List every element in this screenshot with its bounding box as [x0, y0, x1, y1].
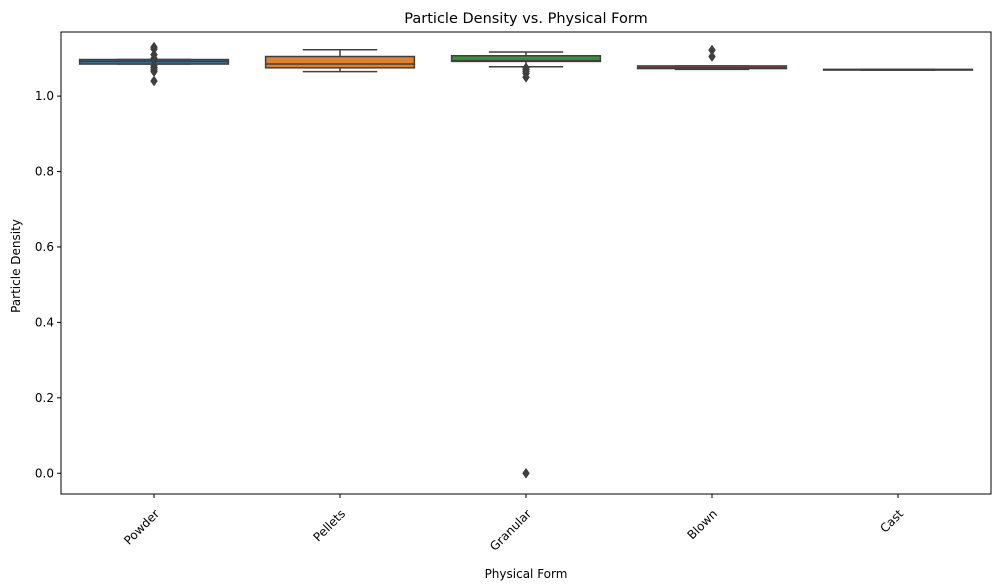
plot-frame — [60, 31, 992, 495]
box-powder — [78, 41, 230, 87]
x-axis: Powder Pellets Granular Blown Cast — [121, 494, 906, 554]
y-axis-label: Particle Density — [9, 219, 23, 313]
y-tick-label: 1.0 — [35, 89, 54, 103]
box-pellets — [264, 48, 416, 73]
x-tick-label: Cast — [877, 507, 906, 536]
x-tick-label: Granular — [487, 507, 534, 554]
y-tick-label: 0.0 — [35, 466, 54, 480]
box-iqr — [450, 55, 602, 63]
y-tick-label: 0.8 — [35, 165, 54, 179]
y-axis: 0.0 0.2 0.4 0.6 0.8 1.0 — [35, 89, 61, 480]
x-axis-label: Physical Form — [485, 567, 568, 581]
box-granular — [450, 51, 602, 479]
chart-title: Particle Density vs. Physical Form — [404, 11, 647, 27]
box-iqr — [264, 55, 416, 69]
outlier-point — [708, 51, 716, 62]
y-tick-label: 0.4 — [35, 315, 54, 329]
x-tick-label: Blown — [685, 507, 721, 543]
x-tick-label: Powder — [121, 507, 162, 548]
plot-area — [78, 41, 974, 479]
box-blown — [636, 44, 788, 71]
outlier-point — [522, 467, 530, 479]
y-tick-label: 0.2 — [35, 391, 54, 405]
box-cast — [822, 68, 974, 71]
outlier-point — [150, 75, 158, 87]
x-tick-label: Pellets — [311, 507, 349, 545]
y-tick-label: 0.6 — [35, 240, 54, 254]
outlier-point — [522, 71, 530, 83]
